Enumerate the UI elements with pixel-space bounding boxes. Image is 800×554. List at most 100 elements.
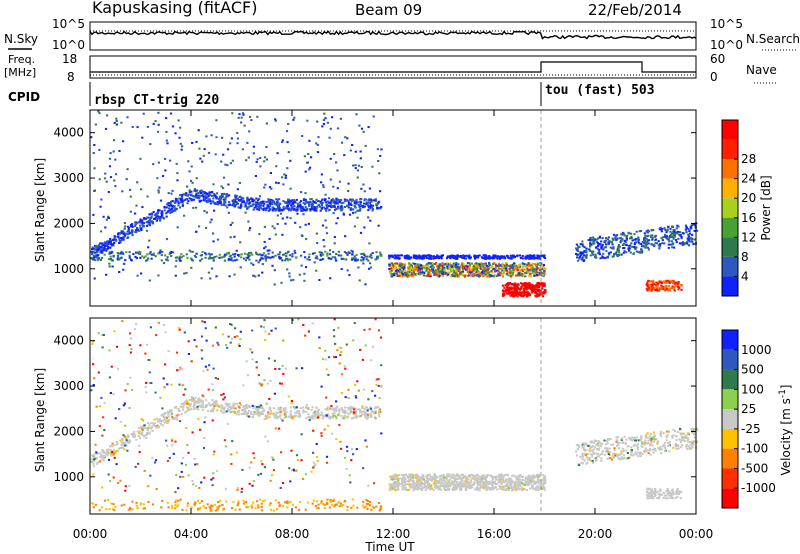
power-cell <box>309 209 312 212</box>
power-cell <box>453 266 456 269</box>
power-cell <box>157 209 160 212</box>
velocity-cell <box>315 413 318 416</box>
power-cell <box>257 261 260 264</box>
power-cell <box>192 206 195 209</box>
power-cell <box>520 256 523 259</box>
power-cell <box>277 253 280 256</box>
power-cell <box>248 254 252 257</box>
power-cell <box>281 176 284 179</box>
velocity-cell <box>312 412 315 415</box>
power-cell <box>225 195 228 198</box>
power-cell <box>667 225 670 228</box>
power-cell <box>267 256 270 259</box>
velocity-cell <box>267 411 270 414</box>
velocity-cell <box>320 432 323 435</box>
power-cell <box>111 265 114 268</box>
power-cell <box>519 294 522 297</box>
power-cell <box>362 130 365 133</box>
velocity-cell <box>193 339 196 341</box>
power-cell <box>202 199 205 202</box>
power-cell <box>582 258 585 261</box>
velocity-cell <box>350 410 353 413</box>
velocity-cell <box>211 383 214 386</box>
power-cell <box>444 267 448 270</box>
power-cell <box>507 256 510 259</box>
velocity-cell <box>224 487 227 490</box>
power-cell <box>368 198 371 201</box>
velocity-cell <box>356 415 359 418</box>
power-cell <box>444 263 447 266</box>
power-cell <box>421 265 424 267</box>
velocity-cell <box>175 351 179 354</box>
power-cell <box>497 265 500 267</box>
power-cell <box>220 185 223 188</box>
power-cell <box>460 270 463 273</box>
power-cell <box>140 188 143 191</box>
power-cell <box>150 212 154 215</box>
velocity-cell <box>320 500 323 503</box>
power-cell <box>292 199 296 202</box>
velocity-cell <box>216 341 219 344</box>
power-cell <box>429 273 432 276</box>
velocity-cell <box>92 462 95 465</box>
power-cell <box>118 232 121 235</box>
power-cell <box>148 220 151 223</box>
power-cell <box>115 173 118 176</box>
velocity-cell <box>121 443 124 446</box>
power-cell <box>536 266 539 269</box>
power-cell <box>513 286 516 289</box>
power-cell <box>449 267 452 270</box>
power-cell <box>190 179 193 182</box>
velocity-cell <box>284 407 287 410</box>
velocity-cell <box>276 417 279 420</box>
power-cell <box>400 254 403 257</box>
power-cell <box>145 224 149 227</box>
power-cell <box>529 288 532 290</box>
power-cell <box>141 225 145 228</box>
power-cell <box>512 291 515 294</box>
power-cell <box>105 273 108 276</box>
power-cell <box>232 201 235 204</box>
power-cell <box>329 249 332 252</box>
power-cell <box>165 212 168 215</box>
power-cell <box>539 289 542 292</box>
power-cell <box>162 262 166 265</box>
power-cell <box>130 258 133 261</box>
power-cell <box>141 206 144 209</box>
power-cell <box>531 262 534 265</box>
power-cell <box>155 216 158 219</box>
power-cell <box>603 246 606 249</box>
power-cell <box>436 255 439 258</box>
power-cell <box>120 121 123 124</box>
power-cell <box>624 244 627 246</box>
power-cell <box>681 243 685 246</box>
power-cell <box>666 281 669 284</box>
velocity-cell <box>240 413 243 416</box>
velocity-cell <box>226 403 229 405</box>
power-cell <box>641 240 644 243</box>
power-cell <box>511 254 515 257</box>
power-cell <box>188 193 191 196</box>
velocity-cell <box>191 480 194 482</box>
power-cell <box>286 216 289 219</box>
velocity-cell <box>252 407 255 410</box>
power-cell <box>232 253 235 256</box>
velocity-cell <box>261 463 264 466</box>
power-cell <box>482 275 485 278</box>
power-cell <box>508 265 512 268</box>
power-cell <box>592 240 595 243</box>
power-cell <box>309 198 312 201</box>
velocity-cell <box>351 448 354 450</box>
velocity-cell <box>366 413 369 416</box>
velocity-cell <box>279 382 282 385</box>
power-cell <box>245 159 248 162</box>
velocity-cell <box>127 436 130 439</box>
power-cell <box>576 256 579 259</box>
power-cell <box>127 233 130 236</box>
power-cell <box>509 274 513 276</box>
velocity-cell <box>234 327 237 330</box>
power-cell <box>107 245 110 248</box>
power-cell <box>169 112 173 115</box>
power-cell <box>359 150 362 153</box>
velocity-cell <box>230 411 233 414</box>
